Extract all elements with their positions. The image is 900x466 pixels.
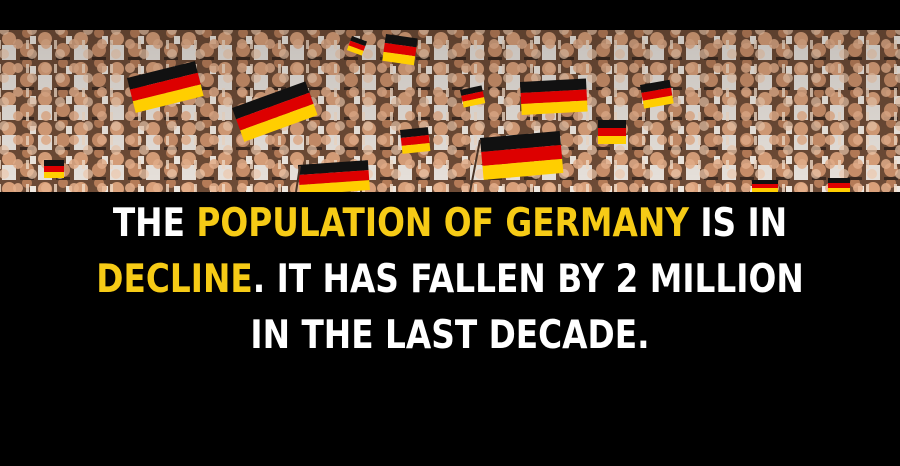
caption-line-1: THE POPULATION OF GERMANY IS IN <box>72 196 828 252</box>
flag-icon <box>400 127 431 154</box>
flag-icon <box>298 160 370 192</box>
flag-icon <box>460 85 486 108</box>
caption-text: . IT HAS FALLEN BY 2 MILLION <box>252 257 804 302</box>
caption-line-3: IN THE LAST DECADE. <box>72 308 828 364</box>
flag-icon <box>598 120 626 144</box>
fact-caption: THE POPULATION OF GERMANY IS IN DECLINE.… <box>72 196 828 364</box>
flag-icon <box>640 79 674 109</box>
caption-text: IS IN <box>688 201 788 246</box>
flag-icon <box>44 160 64 178</box>
caption-text: THE <box>112 201 197 246</box>
flag-icon <box>752 180 778 192</box>
caption-highlight: DECLINE <box>96 257 253 302</box>
flag-icon <box>382 34 418 66</box>
flag-icon <box>828 178 850 192</box>
flag-icon <box>232 81 318 142</box>
flag-icon <box>520 78 588 115</box>
caption-highlight: POPULATION OF GERMANY <box>196 201 689 246</box>
flag-icon <box>346 36 368 56</box>
flag-icon <box>480 131 564 180</box>
flag-icon <box>127 61 204 113</box>
caption-text: IN THE LAST DECADE. <box>250 313 650 358</box>
crowd-illustration <box>0 30 900 192</box>
crowd-photo <box>0 30 900 192</box>
caption-line-2: DECLINE. IT HAS FALLEN BY 2 MILLION <box>72 252 828 308</box>
